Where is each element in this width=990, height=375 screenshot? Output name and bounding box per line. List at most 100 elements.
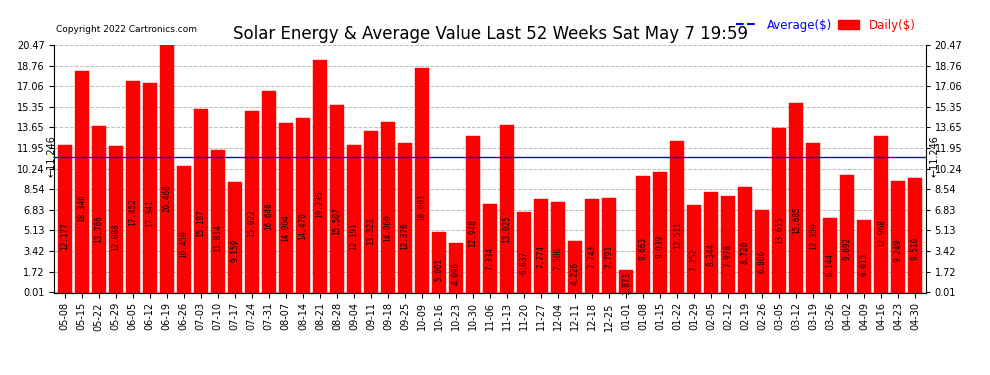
Text: 15.685: 15.685 [792,207,801,234]
Text: 6.806: 6.806 [757,250,767,273]
Text: 1.873: 1.873 [622,272,631,296]
Text: 13.615: 13.615 [775,216,784,244]
Text: ←11.246: ←11.246 [47,136,56,177]
Text: 7.791: 7.791 [605,245,614,268]
Text: 6.015: 6.015 [860,253,869,276]
Bar [364,131,378,292]
Bar [789,103,803,292]
Text: Copyright 2022 Cartronics.com: Copyright 2022 Cartronics.com [56,25,197,34]
Bar [653,172,667,292]
Bar [415,68,429,292]
Bar [807,143,821,292]
Bar [517,212,531,292]
Bar [92,126,106,292]
Text: 9.249: 9.249 [894,238,903,262]
Bar [824,218,838,292]
Text: 7.774: 7.774 [537,245,545,268]
Text: 8.344: 8.344 [707,243,716,266]
Text: 12.191: 12.191 [349,223,358,251]
Text: 14.069: 14.069 [383,214,392,242]
Text: 13.766: 13.766 [94,215,103,243]
Bar [74,70,89,292]
Bar [211,150,225,292]
Bar [772,128,786,292]
Bar [279,123,293,292]
Text: 16.646: 16.646 [264,202,273,230]
Bar [670,141,684,292]
Text: 20.468: 20.468 [162,184,171,212]
Bar [109,146,123,292]
Text: 15.507: 15.507 [333,207,342,235]
Text: 18.601: 18.601 [418,193,427,221]
Text: 18.346: 18.346 [77,194,86,222]
Text: 6.637: 6.637 [520,251,529,274]
Legend: Average($), Daily($): Average($), Daily($) [736,19,916,32]
Text: 7.743: 7.743 [588,245,597,268]
Bar [568,242,582,292]
Bar [346,145,361,292]
Text: 14.470: 14.470 [298,212,307,240]
Text: 10.459: 10.459 [179,231,188,258]
Text: 4.096: 4.096 [451,262,460,285]
Bar [755,210,769,292]
Bar [722,196,736,292]
Bar [177,166,191,292]
Bar [841,176,854,292]
Bar [159,45,173,292]
Text: 7.506: 7.506 [553,246,562,270]
Text: 12.940: 12.940 [468,219,477,247]
Text: 6.144: 6.144 [826,253,835,276]
Bar [449,243,463,292]
Text: 19.235: 19.235 [316,190,325,218]
Text: 8.720: 8.720 [741,241,749,264]
Text: 15.022: 15.022 [248,210,256,237]
Text: 13.323: 13.323 [366,217,375,245]
Bar [245,111,258,292]
Text: 5.001: 5.001 [435,258,444,281]
Text: 11.814: 11.814 [213,224,223,252]
Bar [228,182,242,292]
Bar [535,198,548,292]
Bar [398,143,412,292]
Bar [909,177,923,292]
Text: 14.004: 14.004 [281,214,290,242]
Bar [432,232,446,292]
Bar [57,145,71,292]
Bar [602,198,616,292]
Text: 17.452: 17.452 [129,198,138,226]
Text: 12.088: 12.088 [111,223,120,251]
Text: 9.939: 9.939 [655,235,664,258]
Text: 12.376: 12.376 [401,222,410,249]
Bar [891,181,906,292]
Title: Solar Energy & Average Value Last 52 Weeks Sat May 7 19:59: Solar Energy & Average Value Last 52 Wee… [233,26,747,44]
Text: 12.177: 12.177 [60,223,69,251]
Bar [313,60,327,292]
Text: 7.978: 7.978 [724,244,733,267]
Bar [874,136,888,292]
Text: 12.968: 12.968 [877,219,886,247]
Text: 9.692: 9.692 [842,236,851,260]
Text: ←11.246: ←11.246 [930,136,940,177]
Text: 4.226: 4.226 [570,261,579,285]
Text: 13.825: 13.825 [503,215,512,243]
Text: 15.187: 15.187 [196,209,205,237]
Bar [483,204,497,292]
Text: 17.341: 17.341 [146,199,154,227]
Bar [262,91,276,292]
Bar [143,83,156,292]
Bar [381,122,395,292]
Bar [585,199,599,292]
Bar [126,81,140,292]
Bar [466,136,480,292]
Bar [296,117,310,292]
Text: 12.359: 12.359 [809,222,818,250]
Bar [194,109,208,292]
Bar [637,176,650,292]
Bar [704,192,718,292]
Bar [687,205,701,292]
Bar [330,105,344,292]
Text: 7.334: 7.334 [485,247,495,270]
Text: 9.663: 9.663 [639,237,647,260]
Text: 7.252: 7.252 [690,248,699,271]
Text: 12.511: 12.511 [673,221,682,249]
